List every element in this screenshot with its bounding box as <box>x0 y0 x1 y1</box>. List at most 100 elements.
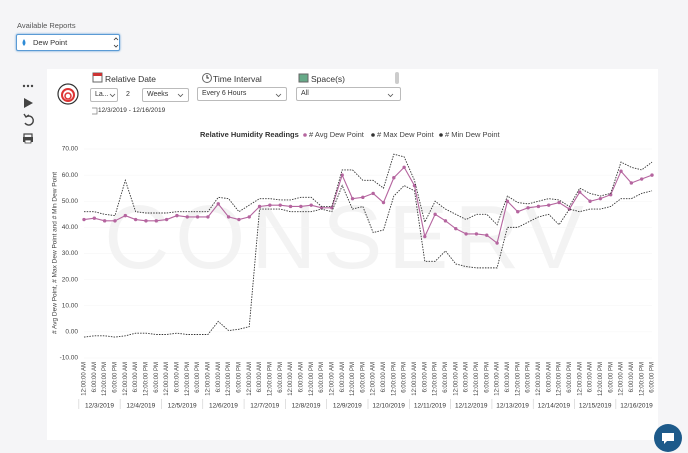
x-tick-label: 6:00:00 AM <box>92 362 98 392</box>
x-tick-label: 6:00:00 AM <box>257 362 263 392</box>
data-point <box>206 215 210 219</box>
data-point <box>608 193 613 197</box>
x-tick-label: 6:00:00 AM <box>298 362 304 392</box>
reports-label: Available Reports <box>17 21 76 30</box>
x-tick-label: 12:00:00 PM <box>515 362 521 396</box>
data-point <box>102 219 107 223</box>
x-tick-label: 12:00:00 PM <box>350 362 356 396</box>
x-tick-label: 6:00:00 PM <box>154 362 160 393</box>
x-tick-label: 12:00:00 AM <box>123 362 129 396</box>
data-point <box>516 210 520 214</box>
data-point <box>547 203 551 207</box>
x-tick-label: 6:00:00 AM <box>175 362 181 392</box>
legend-label: # Min Dew Point <box>445 130 501 139</box>
data-point <box>629 181 634 185</box>
x-tick-label: 6:00:00 AM <box>216 362 222 392</box>
date-label: 12/5/2019 <box>168 403 197 410</box>
x-tick-label: 6:00:00 PM <box>650 362 656 393</box>
x-tick-label: 12:00:00 PM <box>185 362 191 396</box>
x-tick-label: 12:00:00 AM <box>495 362 501 396</box>
data-point <box>133 217 138 222</box>
spaces-select[interactable]: All <box>296 87 401 101</box>
time-interval-text: Every 6 Hours <box>202 90 247 97</box>
data-point <box>381 200 386 205</box>
x-tick-label: 6:00:00 PM <box>567 362 573 393</box>
more-button[interactable] <box>22 84 34 88</box>
data-point <box>309 203 313 207</box>
data-point <box>195 215 200 219</box>
data-point <box>371 191 375 196</box>
x-tick-label: 12:00:00 PM <box>102 362 108 396</box>
data-point <box>443 219 448 223</box>
y-tick-label: 10.00 <box>62 302 79 309</box>
legend-label: # Avg Dew Point <box>309 130 365 139</box>
date-label: 12/11/2019 <box>414 403 446 410</box>
date-label: 12/6/2019 <box>209 403 238 410</box>
y-tick-label: 40.00 <box>62 224 79 231</box>
range-icon <box>92 107 98 115</box>
relative-mode-select[interactable]: La... <box>90 88 118 102</box>
time-interval-select[interactable]: Every 6 Hours <box>197 87 287 101</box>
select-chevrons <box>109 93 394 98</box>
data-point <box>268 203 272 207</box>
x-tick-label: 6:00:00 PM <box>443 362 449 393</box>
x-tick-label: 12:00:00 PM <box>309 362 315 396</box>
space-icon <box>298 73 309 83</box>
relative-mode-text: La... <box>95 91 109 98</box>
x-tick-label: 12:00:00 AM <box>577 362 583 396</box>
y-tick-label: 70.00 <box>62 146 79 153</box>
data-point <box>92 216 97 220</box>
x-tick-label: 6:00:00 PM <box>608 362 614 393</box>
data-point <box>299 204 303 209</box>
control-icons <box>92 72 399 115</box>
chat-button[interactable] <box>653 423 683 453</box>
x-tick-label: 6:00:00 PM <box>484 362 490 393</box>
x-tick-label: 12:00:00 PM <box>639 362 645 396</box>
x-tick-label: 6:00:00 PM <box>236 362 242 393</box>
reset-button[interactable] <box>23 113 34 126</box>
data-point <box>237 217 241 222</box>
watermark: CONSERV <box>104 188 589 288</box>
select-arrows <box>113 37 119 48</box>
data-point <box>598 196 603 201</box>
data-point <box>361 195 365 200</box>
data-point <box>588 199 592 203</box>
data-point <box>505 199 510 203</box>
data-point <box>319 206 324 210</box>
x-tick-label: 6:00:00 PM <box>278 362 284 393</box>
print-button[interactable] <box>23 133 33 144</box>
data-point <box>402 165 406 169</box>
data-point <box>164 217 169 222</box>
x-tick-label: 12:00:00 AM <box>82 362 88 396</box>
relative-unit-select[interactable]: Weeks <box>142 88 189 102</box>
x-tick-label: 6:00:00 PM <box>360 362 366 393</box>
spaces-label: Space(s) <box>311 74 346 84</box>
date-label: 12/14/2019 <box>538 403 571 410</box>
report-select[interactable]: Dew Point <box>16 34 120 51</box>
x-tick-label: 6:00:00 AM <box>546 362 552 392</box>
y-tick-label: 60.00 <box>62 172 79 179</box>
x-tick-label: 6:00:00 AM <box>629 362 635 392</box>
relative-count-input[interactable]: 2 <box>121 88 141 102</box>
play-button[interactable] <box>24 98 33 108</box>
data-point <box>226 215 231 219</box>
y-tick-label: 20.00 <box>62 276 79 283</box>
x-tick-label: 12:00:00 PM <box>433 362 439 396</box>
data-point <box>474 232 479 236</box>
x-tick-label: 12:00:00 AM <box>619 362 625 396</box>
x-tick-label: 12:00:00 AM <box>329 362 335 396</box>
data-point <box>247 215 251 219</box>
spaces-text: All <box>301 90 309 97</box>
data-point <box>578 190 582 194</box>
logo <box>57 83 79 105</box>
legend-title: Relative Humidity Readings <box>200 130 299 139</box>
data-point <box>154 219 158 223</box>
x-tick-label: 12:00:00 AM <box>288 362 294 396</box>
data-point <box>278 203 282 207</box>
x-tick-label: 12:00:00 PM <box>267 362 273 396</box>
x-tick-label: 12:00:00 PM <box>557 362 563 396</box>
legend-marker <box>439 133 443 137</box>
data-point <box>485 233 489 237</box>
data-point <box>113 219 117 223</box>
